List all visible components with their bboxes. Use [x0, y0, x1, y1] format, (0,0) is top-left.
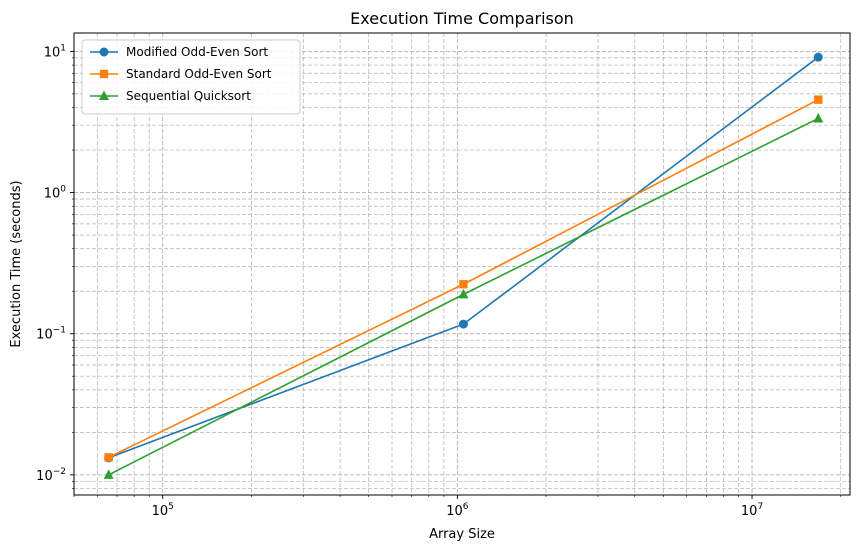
data-point [458, 288, 469, 299]
legend: Modified Odd-Even Sort Standard Odd-Even … [81, 39, 301, 115]
legend-label: Standard Odd-Even Sort [126, 67, 272, 81]
legend-marker [99, 90, 109, 100]
y-tick-label: 101 [44, 43, 66, 60]
x-axis-label: Array Size [429, 527, 495, 542]
data-point [814, 95, 823, 104]
x-tick-label: 105 [152, 502, 174, 519]
data-point [459, 280, 468, 289]
data-point [104, 453, 113, 462]
ticks: 105 106 107 10−2 10−1 100 101 [36, 43, 842, 519]
legend-item: Sequential Quicksort [90, 89, 251, 103]
legend-item: Modified Odd-Even Sort [90, 45, 268, 59]
plot-area-frame [73, 32, 851, 496]
legend-label: Modified Odd-Even Sort [126, 45, 268, 59]
data-point [103, 469, 114, 479]
legend-label: Sequential Quicksort [126, 89, 251, 103]
y-tick-label: 10−2 [36, 467, 66, 484]
data-point [813, 52, 823, 62]
series-2 [104, 95, 823, 462]
chart-title: Execution Time Comparison [350, 9, 574, 28]
data-point [458, 319, 468, 329]
x-tick-label: 106 [446, 502, 469, 519]
series-layer [103, 52, 824, 479]
y-tick-label: 10−1 [36, 326, 66, 343]
legend-box [81, 39, 301, 115]
legend-marker [99, 47, 109, 57]
x-tick-label: 107 [741, 502, 763, 519]
y-axis-label: Execution Time (seconds) [9, 180, 24, 347]
y-tick-label: 100 [44, 185, 67, 202]
legend-marker [99, 69, 109, 79]
data-point [813, 112, 824, 123]
legend-item: Standard Odd-Even Sort [90, 67, 272, 81]
series-3 [103, 112, 824, 479]
